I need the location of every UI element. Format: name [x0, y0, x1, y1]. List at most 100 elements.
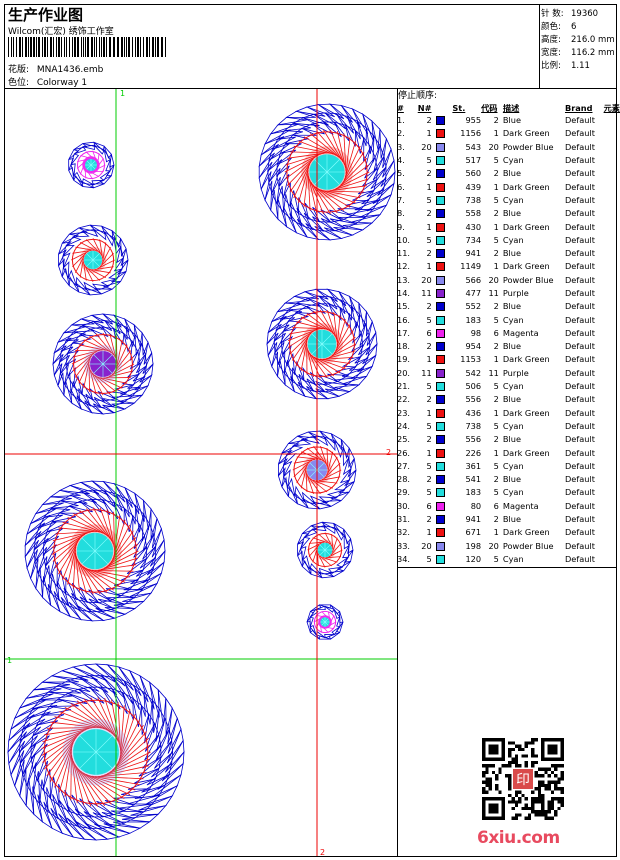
row-code: 2	[493, 115, 499, 126]
row-stitches: 955	[465, 115, 482, 126]
row-code: 6	[493, 327, 499, 338]
row-index: 11.	[397, 248, 411, 259]
row-code: 6	[493, 500, 499, 511]
row-index: 33.	[397, 540, 411, 551]
pattern-label: 花版:	[8, 65, 30, 75]
row-description: Blue	[502, 514, 521, 525]
table-row: 29. 5 183 5 Cyan Default	[397, 486, 620, 499]
color-swatch	[435, 342, 445, 352]
color-swatch	[435, 275, 445, 285]
embroidery-motif	[24, 480, 166, 622]
row-needle: 1	[426, 261, 432, 272]
row-stitches: 556	[465, 434, 482, 445]
row-description: Dark Green	[502, 407, 550, 418]
row-description: Blue	[502, 208, 521, 219]
row-stitches: 941	[465, 514, 482, 525]
table-row: 7. 5 738 5 Cyan Default	[397, 194, 620, 207]
row-code: 2	[493, 341, 499, 352]
row-description: Purple	[502, 288, 529, 298]
row-swatch	[435, 393, 453, 406]
row-brand: Default	[564, 288, 595, 298]
color-swatch	[435, 368, 445, 378]
row-swatch	[435, 127, 453, 140]
row-brand: Default	[564, 527, 595, 538]
row-code: 20	[488, 274, 499, 285]
row-index: 10.	[397, 234, 411, 245]
row-stitches: 506	[465, 381, 482, 392]
row-needle: 2	[426, 115, 432, 126]
row-swatch	[435, 446, 453, 459]
row-needle: 1	[426, 447, 432, 458]
row-code: 5	[493, 553, 499, 564]
row-index: 20.	[397, 367, 411, 378]
row-index: 12.	[397, 261, 411, 272]
row-description: Blue	[502, 168, 521, 179]
color-swatch	[435, 195, 445, 205]
row-code: 5	[493, 460, 499, 471]
guide-label-v2: 2	[320, 848, 325, 856]
row-description: Dark Green	[502, 181, 550, 192]
sheet-title: 生产作业图	[8, 6, 84, 24]
table-bottom-divider	[397, 567, 617, 568]
info-scale-label: 比例:	[541, 61, 561, 71]
row-swatch	[435, 154, 453, 167]
row-description: Cyan	[502, 420, 524, 431]
col-elem: 元素	[603, 102, 620, 113]
info-stitches-label: 针 数:	[541, 9, 564, 19]
row-swatch	[435, 500, 453, 513]
row-index: 25.	[397, 434, 411, 445]
colorway-value: Colorway 1	[36, 78, 88, 88]
row-description: Magenta	[502, 500, 539, 511]
row-description: Dark Green	[502, 128, 550, 139]
row-swatch	[435, 247, 453, 260]
row-description: Cyan	[502, 381, 524, 392]
row-code: 1	[493, 261, 499, 272]
table-row: 31. 2 941 2 Blue Default	[397, 513, 620, 526]
embroidery-motif	[306, 604, 344, 640]
row-brand: Default	[564, 381, 595, 392]
row-brand: Default	[564, 141, 595, 152]
info-width-value: 116.2 mm	[571, 48, 615, 58]
row-swatch	[435, 540, 453, 553]
table-row: 24. 5 738 5 Cyan Default	[397, 420, 620, 433]
guide-label-v1: 1	[120, 89, 125, 98]
table-row: 25. 2 556 2 Blue Default	[397, 433, 620, 446]
row-code: 20	[488, 540, 499, 551]
row-needle: 5	[426, 553, 432, 564]
row-brand: Default	[564, 155, 595, 166]
row-brand: Default	[564, 420, 595, 431]
info-width-label: 宽度:	[541, 48, 561, 58]
row-needle: 2	[426, 434, 432, 445]
row-stitches: 738	[465, 420, 482, 431]
info-stitches: 针 数: 19360	[541, 7, 598, 19]
col-idx: #	[397, 102, 404, 113]
row-swatch	[435, 526, 453, 539]
color-swatch	[435, 302, 445, 312]
row-description: Cyan	[502, 155, 524, 166]
row-stitches: 1156	[460, 128, 482, 139]
row-description: Dark Green	[502, 261, 550, 272]
row-index: 8.	[397, 208, 405, 219]
table-row: 6. 1 439 1 Dark Green Default	[397, 180, 620, 193]
row-brand: Default	[564, 115, 595, 126]
row-code: 2	[493, 474, 499, 485]
row-stitches: 226	[465, 447, 482, 458]
table-row: 8. 2 558 2 Blue Default	[397, 207, 620, 220]
row-swatch	[435, 513, 453, 526]
table-row: 17. 6 98 6 Magenta Default	[397, 327, 620, 340]
row-index: 21.	[397, 381, 411, 392]
row-brand: Default	[564, 487, 595, 498]
color-swatch	[435, 541, 445, 551]
header-divider	[4, 88, 617, 89]
table-row: 4. 5 517 5 Cyan Default	[397, 154, 620, 167]
row-swatch	[435, 141, 453, 154]
table-row: 18. 2 954 2 Blue Default	[397, 340, 620, 353]
row-needle: 5	[426, 487, 432, 498]
row-code: 2	[493, 248, 499, 259]
row-stitches: 98	[470, 327, 482, 338]
table-row: 16. 5 183 5 Cyan Default	[397, 313, 620, 326]
info-height: 高度: 216.0 mm	[541, 33, 615, 45]
row-brand: Default	[564, 447, 595, 458]
row-stitches: 556	[465, 394, 482, 405]
table-row: 32. 1 671 1 Dark Green Default	[397, 526, 620, 539]
